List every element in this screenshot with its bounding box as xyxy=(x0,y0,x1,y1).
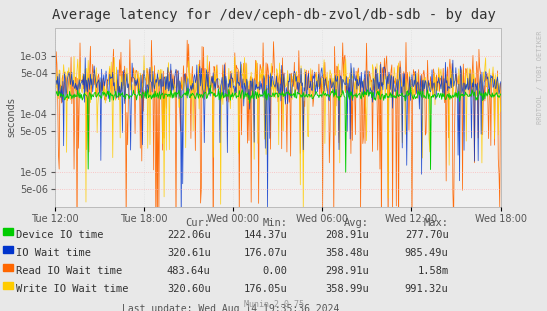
Text: 176.07u: 176.07u xyxy=(243,248,287,258)
Text: 144.37u: 144.37u xyxy=(243,230,287,240)
Text: 358.99u: 358.99u xyxy=(325,284,369,294)
Text: Max:: Max: xyxy=(423,218,449,228)
Text: 483.64u: 483.64u xyxy=(167,266,211,276)
Text: 1.58m: 1.58m xyxy=(417,266,449,276)
Text: 991.32u: 991.32u xyxy=(405,284,449,294)
Text: Min:: Min: xyxy=(262,218,287,228)
Text: 985.49u: 985.49u xyxy=(405,248,449,258)
Text: Device IO time: Device IO time xyxy=(16,230,104,240)
Text: 277.70u: 277.70u xyxy=(405,230,449,240)
Text: 222.06u: 222.06u xyxy=(167,230,211,240)
Text: 208.91u: 208.91u xyxy=(325,230,369,240)
Text: Average latency for /dev/ceph-db-zvol/db-sdb - by day: Average latency for /dev/ceph-db-zvol/db… xyxy=(51,8,496,22)
Text: RRDTOOL / TOBI OETIKER: RRDTOOL / TOBI OETIKER xyxy=(537,31,543,124)
Text: Write IO Wait time: Write IO Wait time xyxy=(16,284,129,294)
Text: 176.05u: 176.05u xyxy=(243,284,287,294)
Text: IO Wait time: IO Wait time xyxy=(16,248,91,258)
Text: 298.91u: 298.91u xyxy=(325,266,369,276)
Text: 320.60u: 320.60u xyxy=(167,284,211,294)
Text: 358.48u: 358.48u xyxy=(325,248,369,258)
Text: Cur:: Cur: xyxy=(185,218,211,228)
Y-axis label: seconds: seconds xyxy=(7,97,17,137)
Text: Avg:: Avg: xyxy=(344,218,369,228)
Text: 320.61u: 320.61u xyxy=(167,248,211,258)
Text: Read IO Wait time: Read IO Wait time xyxy=(16,266,123,276)
Text: Last update: Wed Aug 14 19:35:36 2024: Last update: Wed Aug 14 19:35:36 2024 xyxy=(122,304,339,311)
Text: Munin 2.0.75: Munin 2.0.75 xyxy=(243,300,304,309)
Text: 0.00: 0.00 xyxy=(262,266,287,276)
